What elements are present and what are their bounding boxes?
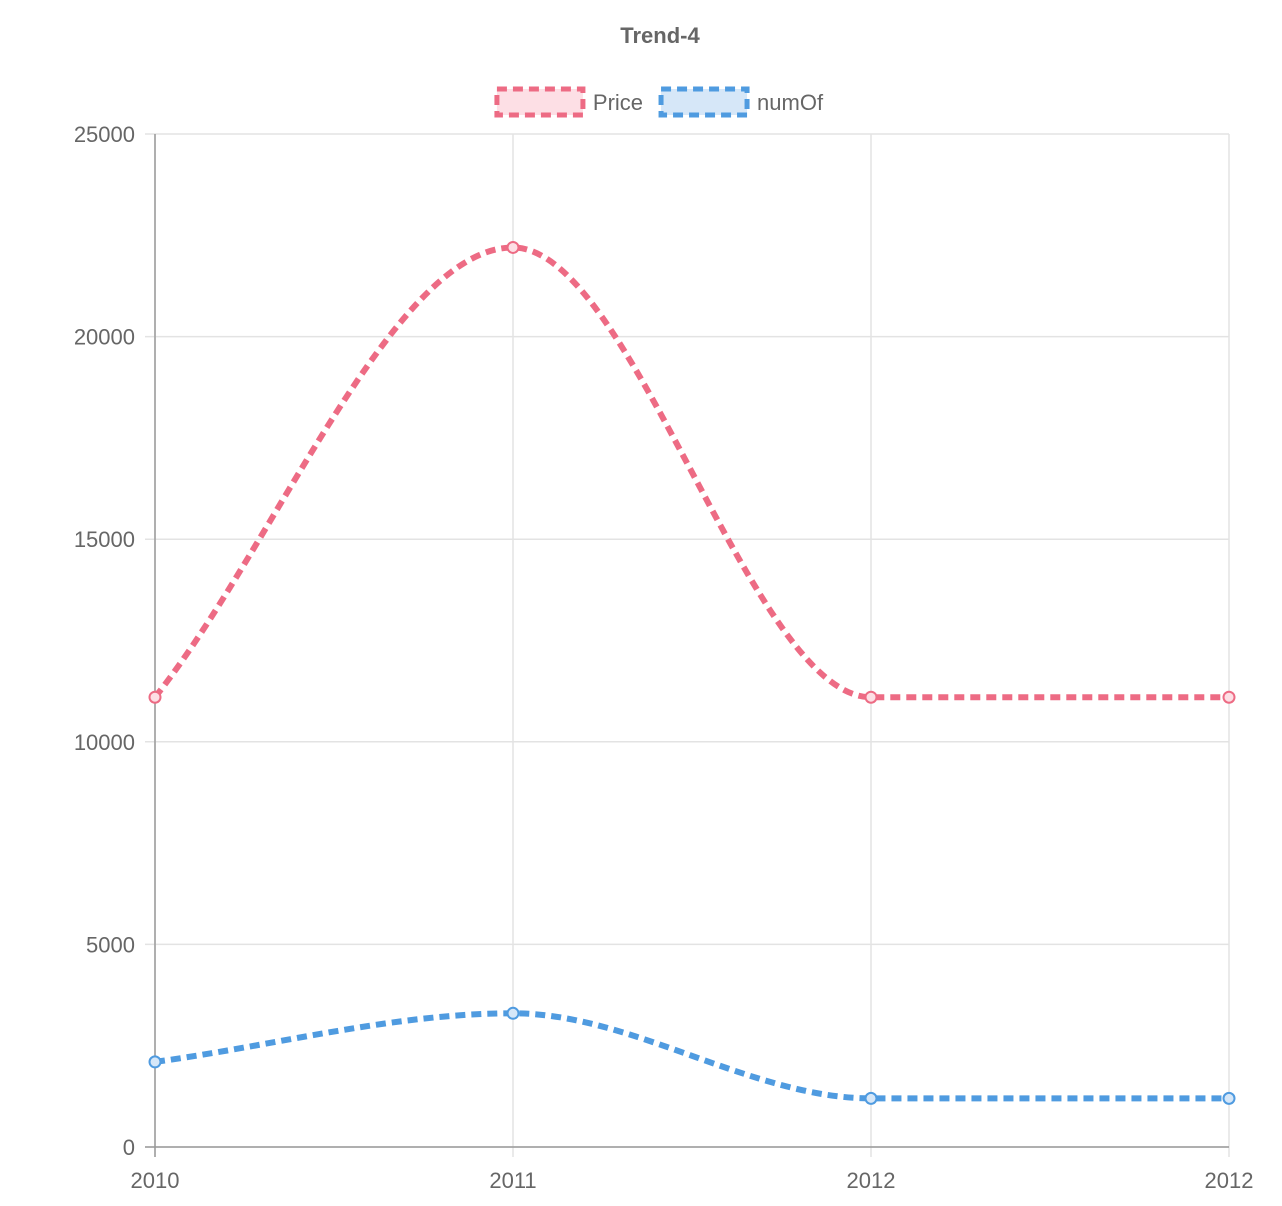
y-tick-label: 0 (123, 1135, 135, 1160)
legend-label: Price (593, 90, 643, 115)
data-point-numof[interactable] (864, 1091, 878, 1105)
data-point-price[interactable] (506, 240, 520, 254)
series-line-price (152, 244, 1229, 701)
axes: 0 5000 10000 15000 20000 25000 2010 2011 2012 201… (74, 122, 1254, 1193)
series-line-numof (154, 1010, 1229, 1102)
chart-title: Trend-4 (620, 23, 700, 48)
x-tick-label: 2011 (489, 1168, 536, 1193)
x-tick-label: 2010 (131, 1168, 180, 1193)
legend-swatch (494, 86, 586, 118)
x-tick-label: 2012 (847, 1168, 896, 1193)
y-tick-label: 20000 (74, 325, 135, 350)
y-tick-label: 25000 (74, 122, 135, 147)
data-point-price[interactable] (1222, 690, 1236, 704)
y-tick-label: 15000 (74, 527, 135, 552)
legend-item-numof[interactable]: numOf (658, 86, 824, 118)
grid (145, 133, 1230, 1157)
legend-label: numOf (757, 90, 824, 115)
data-point-numof[interactable] (148, 1055, 162, 1069)
x-tick-label: 2012 (1205, 1168, 1254, 1193)
data-point-numof[interactable] (506, 1006, 520, 1020)
legend-swatch (658, 86, 750, 118)
data-point-numof[interactable] (1222, 1091, 1236, 1105)
data-point-price[interactable] (864, 690, 878, 704)
data-point-price[interactable] (148, 690, 162, 704)
y-tick-label: 5000 (86, 932, 135, 957)
legend: Price numOf (494, 86, 824, 118)
y-tick-label: 10000 (74, 730, 135, 755)
series-layer (148, 240, 1236, 1105)
legend-item-price[interactable]: Price (494, 86, 643, 118)
